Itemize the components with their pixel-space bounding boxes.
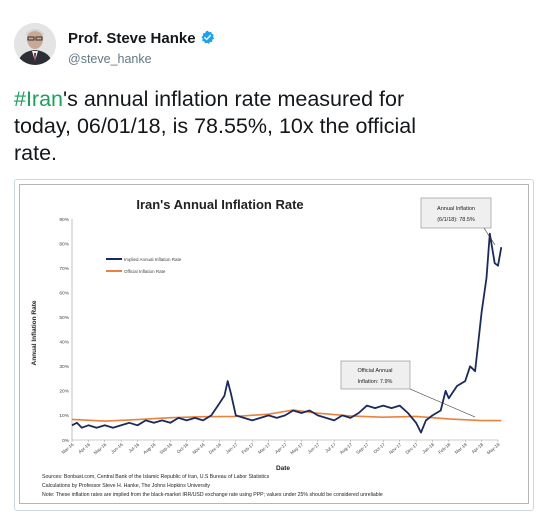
- y-axis-ticks: 0% 10% 20% 30% 40% 50% 60% 70% 80% 90%: [59, 217, 69, 444]
- x-tick-label: Jan-18: [421, 442, 435, 455]
- x-tick-label: Mar-17: [257, 442, 272, 455]
- source-line-1: Sources: Bonbast.com, Central Bank of th…: [42, 474, 270, 480]
- annotation-implied-box: [420, 197, 492, 229]
- x-tick-label: Dec-17: [404, 442, 419, 455]
- tweet-text-line1: 's annual inflation rate measured for: [63, 87, 405, 111]
- y-tick-label: 0%: [62, 438, 70, 444]
- annotation-official-text: Inflation: 7.9%: [358, 379, 393, 385]
- annotation-implied-pointer: [483, 227, 496, 246]
- annotation-official: Official Annual Inflation: 7.9%: [340, 360, 476, 418]
- legend-official-label: Official Inflation Rate: [124, 269, 166, 274]
- y-axis-label: Annual Inflation Rate: [31, 300, 38, 365]
- avatar-portrait: [14, 23, 56, 65]
- y-tick-label: 80%: [59, 241, 69, 247]
- annotation-implied-text: (6/1/18): 78.5%: [437, 217, 475, 223]
- x-tick-label: Mar-18: [454, 442, 469, 455]
- annotation-implied-title: Annual Inflation: [437, 206, 475, 212]
- chart-image: Iran's Annual Inflation Rate Annual Infl…: [19, 184, 529, 504]
- series-line-official: [71, 409, 502, 422]
- chart-title: Iran's Annual Inflation Rate: [136, 197, 303, 212]
- x-tick-label: May-16: [93, 442, 108, 456]
- x-tick-label: Feb-17: [241, 442, 256, 455]
- y-tick-label: 10%: [59, 413, 69, 419]
- avatar[interactable]: [14, 23, 56, 65]
- tweet-text-line2: today, 06/01/18, is 78.55%, 10x the offi…: [14, 114, 417, 138]
- y-tick-label: 30%: [59, 364, 69, 370]
- chart-axes: [71, 219, 498, 441]
- chart-legend: Implied Annual Inflation Rate Official I…: [106, 257, 182, 274]
- y-tick-label: 20%: [59, 389, 69, 395]
- y-tick-label: 70%: [59, 266, 69, 272]
- author-name[interactable]: Prof. Steve Hanke: [68, 30, 215, 47]
- chart-series: [71, 232, 503, 434]
- x-tick-label: Feb-18: [437, 442, 452, 455]
- x-tick-label: Jun-17: [307, 442, 321, 455]
- x-tick-label: Apr-18: [471, 442, 485, 455]
- annotation-official-pointer: [409, 388, 476, 418]
- inflation-chart: Iran's Annual Inflation Rate Annual Infl…: [31, 197, 503, 498]
- author-name-text[interactable]: Prof. Steve Hanke: [68, 30, 196, 47]
- x-tick-label: May-17: [289, 442, 304, 456]
- x-tick-label: Nov-16: [191, 442, 206, 455]
- tweet-text: #Iran's annual inflation rate measured f…: [14, 86, 534, 167]
- x-tick-label: Sep-17: [355, 442, 370, 455]
- series-line-implied: [71, 232, 503, 434]
- x-tick-label: Apr-17: [274, 442, 288, 455]
- x-tick-label: Jan-17: [225, 442, 239, 455]
- annotation-implied: Annual Inflation (6/1/18): 78.5%: [420, 197, 496, 246]
- x-tick-label: Oct-17: [372, 442, 386, 455]
- annotation-official-title: Official Annual: [357, 368, 392, 374]
- source-line-3: Note: These inflation rates are implied …: [42, 492, 383, 498]
- chart-sources: Sources: Bonbast.com, Central Bank of th…: [42, 474, 383, 498]
- author-handle[interactable]: @steve_hanke: [68, 52, 152, 66]
- x-axis-label: Date: [276, 465, 290, 472]
- y-tick-label: 40%: [59, 340, 69, 346]
- source-line-2: Calculations by Professor Steve H. Hanke…: [42, 483, 210, 489]
- x-tick-label: Jul-17: [324, 442, 337, 454]
- legend-implied-label: Implied Annual Inflation Rate: [124, 257, 182, 262]
- x-tick-label: Jul-16: [128, 442, 141, 454]
- y-tick-label: 50%: [59, 315, 69, 321]
- x-tick-label: Nov-17: [388, 442, 403, 455]
- x-tick-label: Dec-16: [208, 442, 223, 455]
- hashtag-link[interactable]: #Iran: [14, 87, 64, 111]
- x-tick-label: Aug-16: [142, 442, 157, 455]
- x-axis-ticks: Mar-16 Apr-16 May-16 Jun-16 Jul-16 Aug-16 Sep-…: [61, 440, 501, 456]
- x-tick-label: Jun-16: [110, 442, 124, 455]
- tweet-media-card[interactable]: Iran's Annual Inflation Rate Annual Infl…: [14, 179, 534, 511]
- x-tick-label: May-18: [486, 442, 501, 456]
- x-tick-label: Sep-16: [159, 442, 174, 455]
- tweet-text-line3: rate.: [14, 141, 58, 165]
- x-tick-label: Oct-16: [176, 442, 190, 455]
- x-tick-label: Aug-17: [339, 442, 354, 455]
- y-tick-label: 90%: [59, 217, 69, 223]
- annotation-official-box: [340, 360, 411, 390]
- x-tick-label: Apr-16: [77, 442, 91, 455]
- y-tick-label: 60%: [59, 290, 69, 296]
- verified-badge-icon: [201, 30, 214, 44]
